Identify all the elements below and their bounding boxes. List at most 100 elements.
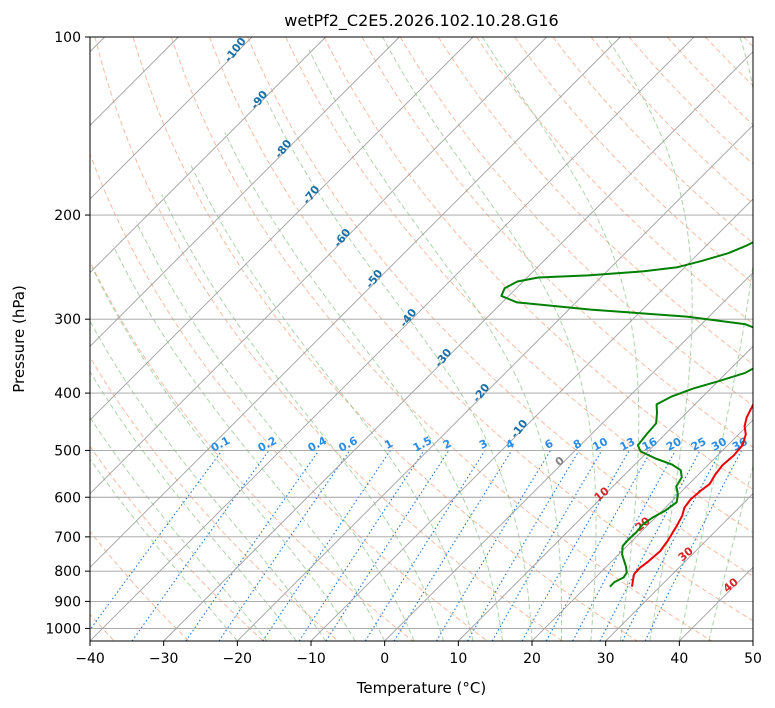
dry-adiabat-line — [437, 37, 753, 365]
dry-adiabat-line — [285, 37, 753, 534]
isotherm-line — [90, 37, 695, 641]
isotherm-line — [752, 640, 753, 641]
dry-adiabat-line — [90, 152, 488, 641]
temperature-line — [631, 402, 753, 587]
mixing-ratio-label: 20 — [664, 435, 684, 454]
dry-adiabat-line — [705, 37, 753, 87]
x-tick-label: 20 — [523, 651, 541, 667]
dry-adiabat-line — [552, 37, 753, 244]
y-tick-label: 500 — [54, 443, 81, 459]
plot-frame — [89, 36, 754, 642]
dry-adiabat-line — [743, 37, 753, 48]
isotherm-line — [163, 51, 753, 641]
dry-adiabat-label: -90 — [248, 88, 271, 112]
moist-adiabats — [90, 37, 753, 641]
mixing-ratio-line — [545, 450, 652, 641]
y-tick-label: 100 — [54, 30, 81, 46]
y-tick-label: 900 — [54, 594, 81, 610]
x-tick-label: −20 — [223, 651, 253, 667]
y-tick-label: 300 — [54, 312, 81, 328]
y-axis-title: Pressure (hPa) — [10, 285, 28, 393]
sounding-series — [500, 241, 753, 588]
mixing-ratio-line — [90, 450, 223, 631]
mixing-ratio-line — [262, 450, 391, 641]
moist-adiabat-line — [91, 266, 356, 641]
x-axis-title: Temperature (°C) — [356, 679, 486, 697]
isotherm-line — [531, 419, 753, 641]
dry-adiabat-line — [90, 356, 339, 641]
moist-adiabat-line — [135, 221, 415, 641]
mixing-ratio-line — [298, 450, 425, 641]
pressure-gridlines — [90, 37, 753, 629]
moist-adiabat-label: 30 — [676, 544, 696, 564]
mixing-ratio-label: 0.4 — [306, 434, 330, 455]
isotherm-line — [90, 37, 474, 421]
dry-adiabat-line — [90, 260, 414, 641]
mixing-ratio-label: 30 — [709, 435, 729, 454]
dry-adiabat-line — [514, 37, 753, 284]
isotherm-line — [90, 37, 547, 495]
x-tick-label: −10 — [296, 651, 326, 667]
mixing-ratio-lines — [90, 450, 742, 641]
mixing-ratio-line — [393, 450, 513, 641]
x-tick-label: 0 — [380, 651, 389, 667]
moist-adiabat-line — [190, 165, 474, 641]
isotherm-line — [605, 493, 753, 641]
mixing-ratio-label: 10 — [590, 435, 610, 454]
moist-adiabat-line — [90, 416, 268, 641]
plot-area: -100-90-80-70-60-50-40-30-20-100.1 0.2 0.4… — [90, 35, 753, 641]
chart-title: wetPf2_C2E5.2026.102.10.28.G16 — [284, 11, 558, 31]
dry-adiabat-line — [628, 37, 753, 165]
mixing-ratio-line — [644, 450, 742, 641]
moist-adiabat-line — [308, 49, 563, 641]
mixing-ratio-line — [467, 450, 580, 641]
x-tick-label: 10 — [449, 651, 467, 667]
mixing-ratio-label: 16 — [640, 435, 660, 454]
dry-adiabat-line — [361, 37, 753, 448]
dewpoint-line — [500, 241, 753, 588]
dry-adiabat-line — [323, 37, 753, 491]
dry-adiabat-label: -60 — [331, 226, 354, 250]
y-tick-label: 1000 — [45, 621, 81, 637]
dry-adiabat-label: -100 — [222, 35, 249, 65]
moist-adiabat-line — [263, 94, 533, 641]
mixing-ratio-label: 1.5 — [411, 434, 434, 455]
dry-adiabat-line — [399, 37, 753, 407]
dry-adiabat-line — [132, 37, 638, 641]
isotherm-line — [384, 272, 753, 641]
dry-adiabat-label: -10 — [508, 417, 531, 441]
y-tick-label: 800 — [54, 564, 81, 580]
dry-adiabat-line — [170, 37, 712, 641]
mixing-ratio-line — [185, 450, 320, 641]
moist-adiabat-line — [481, 37, 640, 641]
x-tick-label: 50 — [744, 651, 762, 667]
isotherm-line — [90, 37, 326, 274]
mixing-ratio-line — [572, 450, 676, 641]
dry-adiabat-label: -30 — [432, 346, 455, 370]
moist-adiabat-line — [112, 245, 386, 641]
dry-adiabat-line — [90, 530, 190, 641]
dry-adiabat-line — [94, 37, 563, 641]
mixing-ratio-label: 6 — [543, 437, 556, 452]
mixing-ratio-line — [218, 450, 351, 641]
dry-adiabat-label: -70 — [300, 183, 323, 207]
mixing-ratio-label: 25 — [689, 435, 709, 454]
dry-adiabat-line — [209, 37, 753, 622]
isotherm-line — [90, 37, 400, 347]
moist-adiabat-line — [678, 37, 753, 641]
isotherm-line — [458, 345, 753, 641]
mixing-ratio-line — [521, 450, 630, 641]
dry-adiabats — [90, 37, 753, 641]
dry-adiabat-label: -40 — [397, 306, 420, 330]
x-tick-label: −30 — [149, 651, 179, 667]
dry-adiabat-label: -20 — [470, 381, 493, 405]
y-tick-label: 400 — [54, 386, 81, 402]
isotherm-line — [679, 566, 753, 641]
isotherm-line — [90, 37, 621, 568]
moist-adiabat-line — [161, 194, 445, 641]
dry-adiabat-label: -80 — [272, 137, 295, 161]
x-tick-label: 30 — [597, 651, 615, 667]
isotherm-line — [90, 37, 253, 200]
moist-adiabat-line — [708, 464, 753, 641]
